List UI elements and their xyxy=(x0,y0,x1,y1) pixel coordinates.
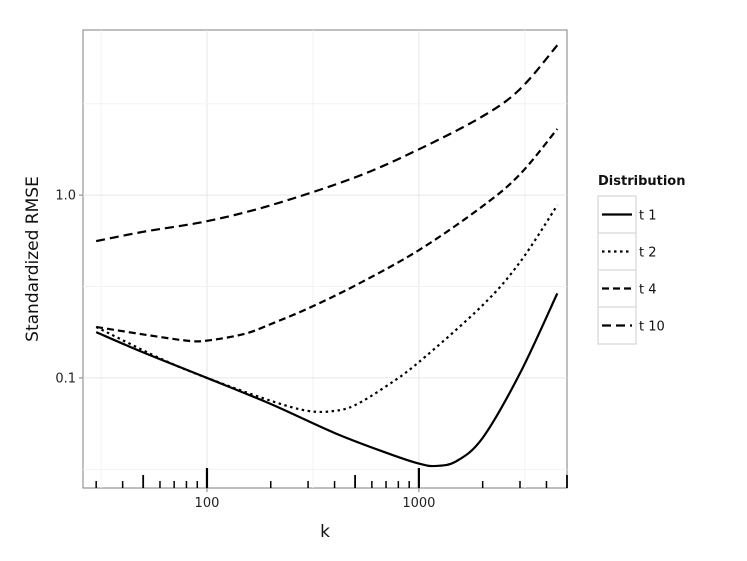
legend-title: Distribution xyxy=(598,174,685,189)
y-axis-title: Standardized RMSE xyxy=(23,176,43,342)
plot-panel xyxy=(82,29,568,489)
legend-items: t 1 t 2 t 4 t 10 xyxy=(597,195,665,345)
rug-ticks xyxy=(95,468,568,488)
series-lines xyxy=(95,44,559,468)
series-line-t-1 xyxy=(95,292,559,468)
series-line-t-2 xyxy=(95,204,559,414)
axes: 100 1000 0.1 1.0 xyxy=(55,189,435,511)
legend-label: t 2 xyxy=(639,246,657,261)
legend: Distribution t 1 t 2 t 4 t 10 xyxy=(597,174,685,345)
y-tick-label: 0.1 xyxy=(55,371,76,386)
legend-label: t 4 xyxy=(639,283,657,298)
grid-lines xyxy=(83,30,567,488)
legend-label: t 10 xyxy=(639,320,665,335)
x-tick-label: 100 xyxy=(195,496,220,511)
series-line-t-10 xyxy=(95,44,559,243)
series-line-t-4 xyxy=(95,128,559,343)
legend-label: t 1 xyxy=(639,209,657,224)
x-tick-label: 1000 xyxy=(402,496,435,511)
x-axis-title: k xyxy=(320,522,330,542)
y-tick-label: 1.0 xyxy=(55,189,76,204)
